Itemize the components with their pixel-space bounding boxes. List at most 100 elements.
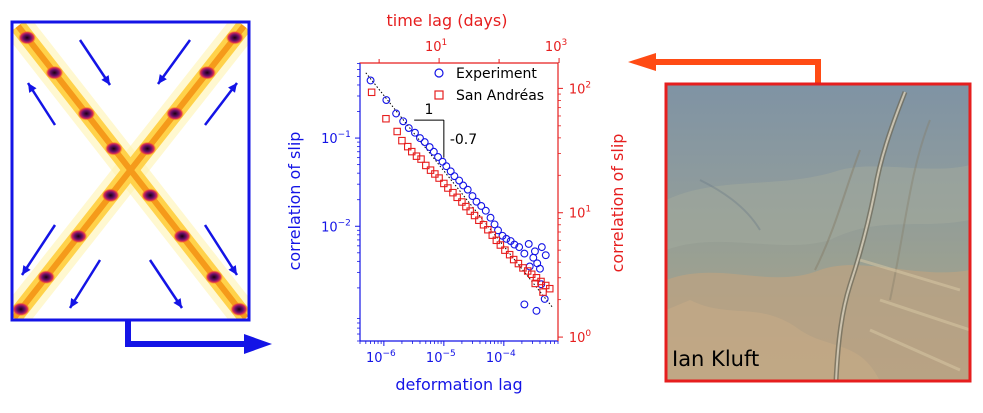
data-point-experiment <box>535 264 544 273</box>
data-point-experiment <box>515 243 524 252</box>
flow-arrow-head <box>70 298 79 308</box>
data-point-experiment <box>510 240 519 249</box>
data-point-experiment <box>425 143 434 152</box>
y-axis-left-label: correlation of slip <box>285 132 304 271</box>
y-axis-right-label: correlation of slip <box>608 134 627 273</box>
flow-arrow-icon <box>20 39 239 309</box>
data-point-experiment <box>442 162 451 171</box>
y-left-tick-label: 10−2 <box>321 218 351 235</box>
x-bottom-tick-label: 10−6 <box>366 349 396 366</box>
slip-correlation-chart: 10−6 10−5 10−4 101 103 10−1 10−2 102 101 100 1 -0.… <box>285 11 627 394</box>
flow-arrow-head <box>158 74 167 84</box>
data-point-experiment <box>446 167 455 176</box>
data-point-san-andreas <box>453 193 461 202</box>
data-point-experiment <box>520 249 529 258</box>
x-shaped-shear-bands-heatmap <box>12 22 249 320</box>
data-point-san-andreas <box>492 236 501 245</box>
shear-band-hotspot <box>77 106 96 121</box>
data-point-experiment <box>455 176 464 185</box>
slope-run-label: 1 <box>425 102 434 118</box>
data-point-experiment <box>463 185 472 194</box>
data-point-experiment <box>537 243 546 252</box>
data-point-experiment <box>541 251 550 260</box>
data-point-experiment <box>420 138 429 147</box>
legend-marker-experiment <box>434 68 444 78</box>
data-point-san-andreas <box>466 207 474 215</box>
data-point-san-andreas <box>367 88 376 97</box>
data-point-experiment <box>404 124 413 132</box>
y-right-tick-label: 101 <box>569 205 591 222</box>
data-point-san-andreas <box>408 147 416 156</box>
legend: Experiment San Andréas <box>434 66 544 104</box>
data-point-san-andreas <box>505 250 514 259</box>
shear-band-hotspot <box>37 270 56 285</box>
photo-arrow-line <box>655 59 821 84</box>
shear-band-hotspot <box>225 30 244 45</box>
photo-arrow-head <box>628 53 656 71</box>
data-point-san-andreas <box>496 241 505 249</box>
data-point-experiment <box>438 157 447 166</box>
data-point-san-andreas <box>531 279 539 288</box>
flow-arrow-head <box>101 75 110 85</box>
shear-band-hotspot <box>104 141 123 156</box>
data-point-san-andreas <box>398 136 406 145</box>
flow-arrow-head <box>28 83 37 93</box>
shear-band-hotspot <box>141 188 160 203</box>
shear-band-hotspot <box>166 106 184 121</box>
data-point-san-andreas <box>417 155 425 163</box>
power-law-guide-line <box>365 72 553 308</box>
shear-band-hotspot <box>18 30 37 45</box>
photo-to-chart-arrow <box>628 53 821 84</box>
data-point-experiment <box>477 201 486 210</box>
data-point-experiment <box>486 213 495 222</box>
data-point-san-andreas <box>501 246 509 254</box>
data-point-experiment <box>450 172 459 181</box>
shear-band-hotspot <box>101 188 120 203</box>
data-point-san-andreas <box>470 211 479 220</box>
shear-band-hotspot <box>12 302 30 317</box>
flow-arrow-shaft <box>68 259 102 309</box>
data-point-san-andreas <box>422 161 430 170</box>
legend-marker-san-andreas <box>434 90 444 100</box>
data-point-experiment <box>468 192 477 201</box>
shear-band-panel <box>10 20 272 354</box>
shear-band-hotspot <box>198 65 217 80</box>
data-point-experiment <box>434 153 442 161</box>
x-axis-top-label: time lag (days) <box>387 11 508 30</box>
x-bottom-tick-label: 10−4 <box>486 349 516 366</box>
y-left-tick-label: 10−1 <box>321 130 351 147</box>
data-point-experiment <box>524 240 533 248</box>
data-point-experiment <box>399 117 408 126</box>
slope-value-label: -0.7 <box>450 132 477 148</box>
data-point-san-andreas <box>462 202 470 211</box>
connector-arrow-head <box>244 334 272 354</box>
data-point-experiment <box>392 109 401 118</box>
data-point-san-andreas <box>537 277 545 286</box>
data-point-experiment <box>382 96 391 104</box>
legend-label-experiment: Experiment <box>456 66 537 82</box>
data-point-san-andreas <box>449 188 457 197</box>
data-point-experiment <box>494 226 502 235</box>
shear-band-hotspot <box>138 141 157 156</box>
slope-annotation: 1 -0.7 <box>414 102 477 158</box>
data-point-experiment <box>472 197 481 206</box>
shear-band-hotspot <box>173 229 192 244</box>
data-point-experiment <box>530 247 539 256</box>
connector-arrow-line <box>125 320 245 347</box>
x-axis-bottom-label: deformation lag <box>395 375 522 394</box>
data-point-san-andreas <box>458 198 466 206</box>
data-point-experiment <box>490 220 499 229</box>
data-point-san-andreas <box>488 231 497 239</box>
x-bottom-tick-label: 10−5 <box>426 349 456 366</box>
san-andreas-aerial-photo: Ian Kluft <box>664 82 972 383</box>
shear-band-hotspot <box>45 65 64 80</box>
data-point-san-andreas <box>440 179 448 188</box>
flow-arrow-head <box>228 265 237 275</box>
photo-credit: Ian Kluft <box>672 347 759 371</box>
y-right-tick-label: 100 <box>569 329 592 346</box>
shear-band-hotspot <box>69 229 88 244</box>
data-point-experiment <box>429 147 438 156</box>
flow-arrow-head <box>173 298 182 308</box>
